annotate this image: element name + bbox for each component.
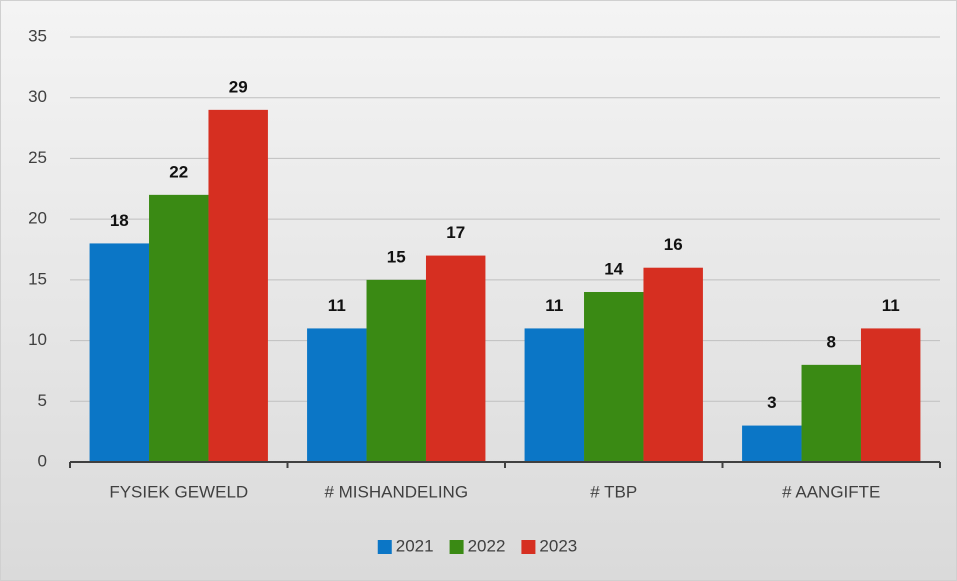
y-tick-label: 25 [28,148,47,167]
legend-swatch [449,540,464,554]
bar [89,243,150,462]
bar [307,328,367,462]
legend-swatch [377,540,392,554]
data-label: 11 [882,296,900,315]
legend-label: 2021 [396,536,434,555]
data-label: 11 [545,296,563,315]
legend-label: 2023 [539,536,577,555]
x-tick-label: # MISHANDELING [324,482,468,501]
bar [149,194,209,462]
data-label: 3 [767,393,776,412]
data-label: 14 [604,259,623,278]
bar [366,279,426,462]
bar [801,364,861,462]
x-tick-label: FYSIEK GEWELD [109,482,248,501]
bar [643,267,703,462]
y-tick-label: 20 [28,209,47,228]
bar [524,328,585,462]
data-label: 15 [387,247,406,266]
data-label: 18 [110,211,129,230]
y-tick-label: 30 [28,87,47,106]
bar [860,328,921,462]
y-tick-label: 35 [28,26,47,45]
y-tick-label: 5 [38,391,47,410]
data-label: 16 [664,235,683,254]
y-tick-label: 10 [28,330,47,349]
x-tick-label: # AANGIFTE [782,482,880,501]
bar [208,109,268,462]
y-tick-label: 0 [38,451,47,470]
x-tick-label: # TBP [590,482,637,501]
data-label: 29 [229,77,248,96]
data-label: 11 [328,296,346,315]
legend-swatch [521,540,536,554]
y-tick-label: 15 [28,269,47,288]
data-label: 22 [169,162,188,181]
legend-label: 2022 [468,536,506,555]
bar [584,292,644,462]
bar [425,255,486,462]
data-label: 17 [446,223,465,242]
data-label: 8 [827,332,836,351]
bar [742,425,802,462]
